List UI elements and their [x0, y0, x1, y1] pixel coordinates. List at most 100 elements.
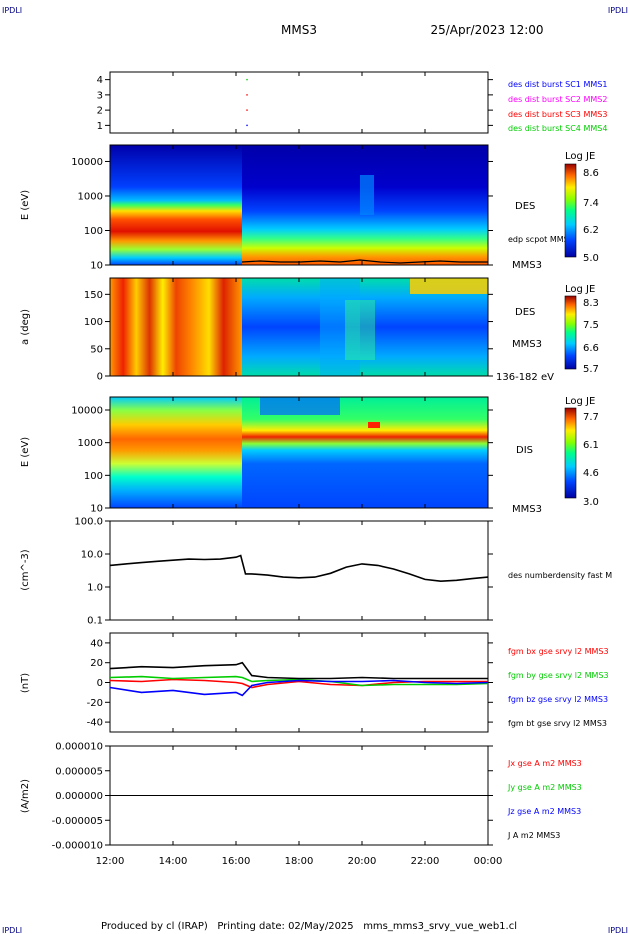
des-energy-patch	[360, 175, 374, 215]
colorbar-dis-tick-1: 7.7	[583, 412, 599, 423]
panel-density: 100.0 10.0 1.0 0.1 (cm^-3) des numberdensit…	[20, 517, 612, 627]
x-tick-label: 22:00	[411, 856, 440, 867]
y-tick-label: 0.1	[87, 616, 103, 627]
bfield-ticks: 40 20 0 -20 -40	[87, 638, 493, 729]
density-frame	[109, 520, 489, 621]
des-pitch-ylabel: a (deg)	[20, 309, 31, 345]
y-tick-label: 50	[90, 344, 103, 355]
des-pitch-instrument: DES	[515, 307, 535, 318]
burst-mark	[246, 109, 248, 111]
des-pitch-spacecraft: MMS3	[512, 339, 542, 350]
panel-dis-energy: 10 100 1000 10000 E (eV) DIS MMS3 Log JE 7.…	[20, 396, 599, 515]
burst-legend-sc4: des dist burst SC4 MMS4	[508, 124, 607, 133]
current-legend-j: J A m2 MMS3	[507, 831, 560, 840]
des-energy-spacecraft: MMS3	[512, 260, 542, 271]
y-tick-label: 1.0	[87, 583, 103, 594]
dis-energy-patch-1	[260, 397, 340, 415]
dis-energy-patch-2	[368, 422, 380, 428]
y-tick-label: 100	[84, 317, 103, 328]
y-tick-label: 1	[97, 121, 103, 132]
panel-des-pitch: 0 50 100 150 a (deg) DES MMS3 136-182 eV Lo…	[20, 277, 599, 383]
series-line	[109, 675, 489, 687]
colorbar-dis-tick-4: 3.0	[583, 497, 599, 508]
y-tick-label: 10	[90, 261, 103, 272]
density-ticks: 100.0 10.0 1.0 0.1	[74, 517, 493, 627]
y-tick-label: 10	[90, 504, 103, 515]
y-tick-label: 1000	[78, 438, 103, 449]
colorbar-des-energy-title: Log JE	[565, 151, 595, 162]
panel-des-energy: 10 100 1000 10000 E (eV) DES edp scpot MMS3…	[20, 144, 599, 272]
corner-label-top-right: IPDLI	[608, 6, 628, 15]
series-line	[109, 661, 488, 680]
dis-energy-field-after	[242, 397, 488, 508]
y-tick-label: 150	[84, 290, 103, 301]
density-legend: des numberdensity fast M	[508, 571, 612, 580]
des-energy-instrument: DES	[515, 201, 535, 212]
y-tick-label: 0	[97, 372, 103, 383]
y-tick-label: 2	[97, 106, 103, 117]
density-ylabel: (cm^-3)	[20, 549, 31, 590]
corner-label-top-left: IPDLI	[2, 6, 22, 15]
colorbar-dis-tick-3: 4.6	[583, 468, 599, 479]
des-energy-field-before	[110, 145, 242, 265]
y-tick-label: -20	[87, 698, 103, 709]
burst-legend-sc3: des dist burst SC3 MMS3	[508, 110, 607, 119]
colorbar-des-pitch-tick-4: 5.7	[583, 364, 599, 375]
des-pitch-patch-2	[345, 300, 375, 360]
y-tick-label: 0.000005	[55, 766, 103, 777]
y-tick-label: 3	[97, 90, 103, 101]
series-line	[109, 679, 489, 697]
burst-mark	[246, 124, 248, 127]
x-tick-label: 12:00	[96, 856, 125, 867]
bfield-ylabel: (nT)	[20, 673, 31, 693]
des-pitch-patch-1	[320, 278, 360, 376]
dis-energy-instrument: DIS	[516, 445, 533, 456]
colorbar-dis	[564, 407, 577, 499]
current-legend-jx: Jx gse A m2 MMS3	[507, 759, 582, 768]
y-tick-label: 4	[97, 75, 103, 86]
colorbar-dis-tick-2: 6.1	[583, 440, 599, 451]
y-tick-label: -40	[87, 718, 103, 729]
x-tick-label: 20:00	[348, 856, 377, 867]
burst-mark	[246, 94, 248, 96]
current-legend-jz: Jz gse A m2 MMS3	[507, 807, 581, 816]
bfield-legend-bx: fgm bx gse srvy l2 MMS3	[508, 647, 609, 656]
bfield-series	[109, 661, 489, 697]
x-tick-label: 00:00	[474, 856, 503, 867]
colorbar-des-energy-tick-2: 7.4	[583, 198, 599, 209]
panel-magnetic-field: 40 20 0 -20 -40 (nT) fgm bx gse srvy l2 MMS3…	[20, 632, 609, 733]
colorbar-dis-title: Log JE	[565, 396, 595, 407]
des-pitch-field-after	[242, 278, 488, 376]
panel-burst-marks	[246, 78, 248, 127]
y-tick-label: 10000	[71, 405, 103, 416]
y-tick-label: 10.0	[81, 550, 103, 561]
current-legend-jy: Jy gse A m2 MMS3	[507, 783, 582, 792]
y-tick-label: 20	[90, 658, 103, 669]
burst-legend-sc2: des dist burst SC2 MMS2	[508, 95, 607, 104]
spacecraft-title: MMS3	[281, 23, 317, 37]
footer-credit: Produced by cl (IRAP) Printing date: 02/…	[101, 921, 517, 932]
series-line	[109, 554, 489, 583]
panel-burst-ticks: 1 2 3 4	[97, 75, 493, 132]
des-energy-ticks: 10 100 1000 10000	[71, 157, 493, 272]
x-axis: 12:00 14:00 16:00 18:00 20:00 22:00 00:00	[96, 72, 503, 867]
dis-energy-ticks: 10 100 1000 10000	[71, 405, 493, 515]
y-tick-label: -0.000010	[52, 841, 103, 852]
des-energy-overlay-label: edp scpot MMS3	[508, 235, 574, 244]
colorbar-des-pitch-tick-1: 8.3	[583, 298, 599, 309]
des-pitch-field-before	[110, 278, 242, 376]
y-tick-label: 100.0	[74, 517, 103, 528]
colorbar-des-energy	[564, 163, 577, 258]
bfield-legend-bt: fgm bt gse srvy l2 MMS3	[508, 719, 607, 728]
y-tick-label: 0.000010	[55, 742, 103, 753]
colorbar-des-pitch-tick-3: 6.6	[583, 343, 599, 354]
des-energy-ylabel: E (eV)	[20, 190, 31, 220]
y-tick-label: 10000	[71, 157, 103, 168]
corner-label-bottom-right: IPDLI	[608, 926, 628, 934]
density-series	[109, 554, 489, 583]
bfield-legend-bz: fgm bz gse srvy l2 MMS3	[508, 695, 608, 704]
des-pitch-energy-range: 136-182 eV	[496, 372, 554, 383]
colorbar-des-energy-tick-1: 8.6	[583, 168, 599, 179]
dis-energy-spacecraft: MMS3	[512, 504, 542, 515]
